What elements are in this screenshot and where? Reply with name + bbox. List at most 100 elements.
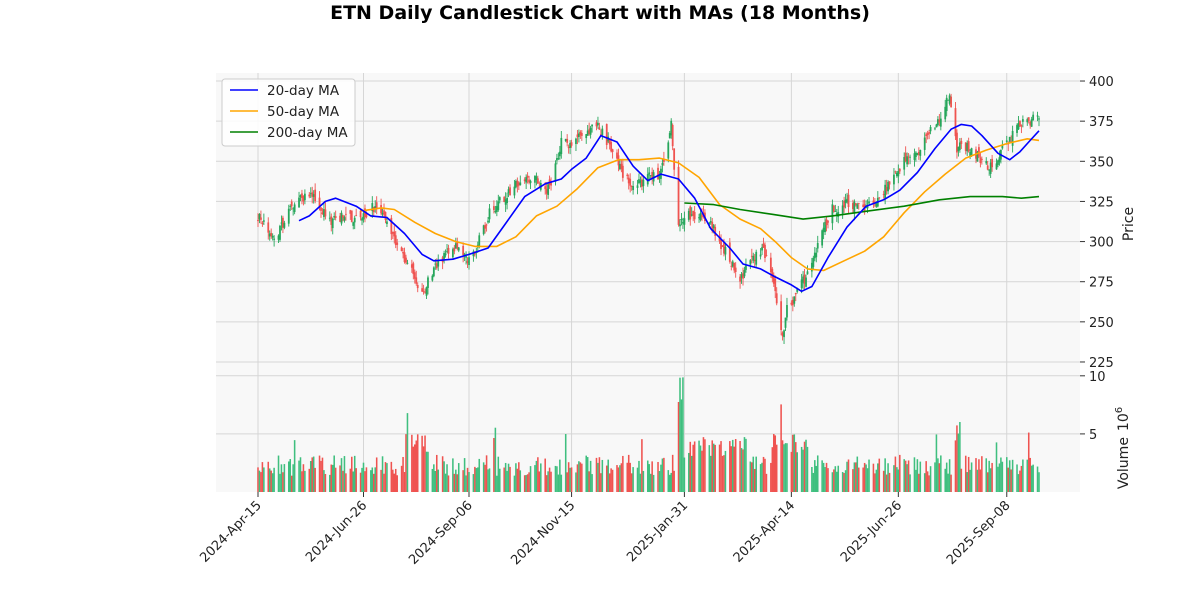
volume-bar: [638, 460, 640, 492]
candle-body: [629, 178, 632, 186]
volume-bar: [588, 471, 590, 492]
volume-bar: [928, 475, 930, 492]
candle-body: [641, 179, 643, 187]
volume-bar: [472, 474, 475, 492]
candle-body: [478, 235, 481, 247]
volume-bar: [649, 473, 652, 492]
candle-body: [794, 292, 797, 295]
candle-body: [412, 263, 415, 275]
candle-body: [601, 128, 604, 135]
candle-body: [800, 279, 803, 288]
candle-body: [334, 216, 337, 218]
volume-bar: [868, 459, 870, 492]
candle-body: [753, 259, 756, 262]
candle-body: [393, 231, 396, 237]
volume-bar: [611, 469, 614, 492]
candle-body: [402, 251, 404, 254]
volume-bar: [948, 459, 951, 492]
candle-body: [462, 245, 465, 256]
volume-bar: [402, 456, 404, 492]
volume-bar: [484, 464, 486, 492]
candle-body: [812, 257, 815, 267]
volume-bar: [857, 467, 860, 492]
candle-body: [670, 120, 673, 136]
candle-body: [465, 256, 467, 258]
candle-body: [525, 177, 528, 183]
candle-body: [432, 267, 435, 277]
volume-bar: [731, 439, 734, 492]
volume-bar: [673, 470, 675, 492]
candle-body: [646, 174, 649, 185]
candle-body: [673, 148, 676, 170]
candle-body: [427, 277, 429, 288]
candle-body: [936, 119, 939, 126]
candle-body: [906, 156, 909, 165]
volume-bar: [1036, 466, 1039, 492]
candle-body: [1001, 144, 1004, 149]
candle-body: [998, 157, 1001, 163]
volume-bar: [774, 435, 777, 492]
candle-body: [824, 222, 826, 233]
candle-body: [718, 236, 721, 242]
volume-bar: [1038, 472, 1040, 492]
candle-body: [882, 193, 885, 196]
volume-bar: [598, 457, 601, 492]
volume-bar: [885, 474, 888, 492]
candle-body: [260, 217, 262, 220]
volume-bar: [629, 462, 631, 492]
volume-bar: [1001, 461, 1004, 492]
candle-body: [679, 224, 681, 227]
candle-body: [544, 186, 547, 190]
candle-body: [352, 222, 355, 226]
x-tick-label: 2025-Sep-08: [944, 498, 1014, 568]
volume-bar: [487, 469, 489, 492]
volume-bar: [661, 458, 664, 492]
volume-bar: [781, 440, 784, 492]
candle-body: [956, 132, 958, 153]
candle-body: [875, 201, 878, 207]
volume-bar: [822, 462, 825, 492]
price-tick-label: 300: [1089, 236, 1114, 251]
volume-bar: [866, 468, 869, 492]
volume-bar: [578, 461, 580, 492]
volume-bar: [493, 438, 495, 492]
candle-body: [605, 124, 608, 145]
candle-body: [730, 265, 733, 267]
volume-bar: [1016, 464, 1018, 492]
candle-body: [456, 241, 459, 249]
candle-body: [485, 224, 488, 226]
volume-bar: [289, 459, 292, 492]
candle-body: [796, 288, 799, 292]
volume-bar: [509, 466, 511, 492]
candle-body: [853, 201, 856, 214]
candle-body: [495, 206, 498, 213]
volume-bar: [293, 440, 296, 492]
volume-bar: [330, 464, 333, 492]
volume-bar: [712, 443, 715, 492]
volume-bar: [528, 472, 530, 492]
candle-body: [599, 134, 602, 136]
candle-body: [1017, 123, 1020, 130]
candle-body: [813, 252, 816, 259]
volume-bar: [576, 464, 579, 492]
volume-bar: [632, 467, 634, 492]
candle-body: [909, 156, 911, 158]
candle-body: [320, 207, 322, 211]
candle-body: [591, 124, 593, 127]
candle-body: [835, 212, 838, 215]
candle-body: [690, 214, 693, 216]
volume-bar: [345, 473, 347, 492]
candle-body: [468, 257, 470, 266]
candle-body: [750, 255, 753, 257]
candle-body: [258, 213, 261, 220]
volume-bar: [452, 458, 454, 492]
volume-bar: [475, 468, 478, 492]
volume-bar: [913, 457, 916, 492]
volume-bar: [424, 435, 426, 492]
candle-body: [761, 247, 763, 251]
volume-bar: [309, 461, 312, 492]
volume-bar: [682, 377, 684, 492]
candle-body: [895, 172, 898, 177]
volume-bar: [641, 439, 643, 492]
candle-body: [597, 122, 599, 126]
